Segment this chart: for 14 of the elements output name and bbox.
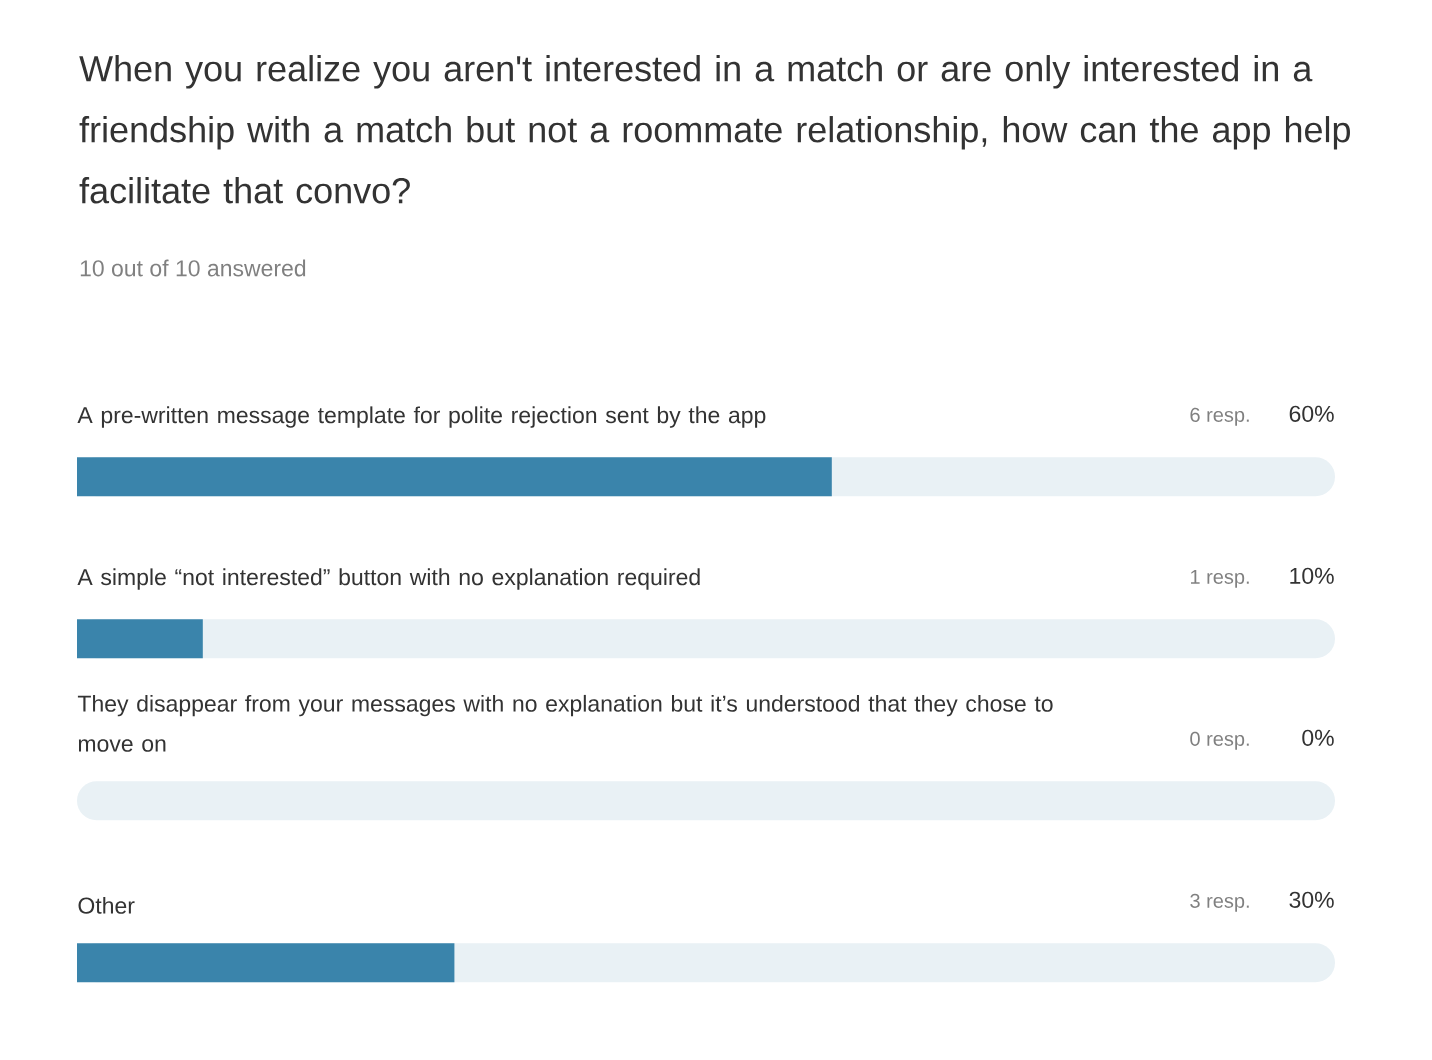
data-label: 0% — [1302, 729, 1334, 746]
data-label: 30% — [1289, 891, 1334, 908]
text: 1 resp. — [1191, 569, 1249, 588]
chart-subtitle: 10 out of 10 answered — [80, 259, 306, 277]
data-label: 60% — [1289, 405, 1334, 422]
data-label: 10% — [1290, 567, 1334, 584]
chart-title: When you realize you aren't interested in a match or are only interested in a friendship with a match but not a roommate relationship, how can the app help facilitate that convo? — [79, 55, 1350, 204]
y-tick-label: They disappear from your messages with no explanation but it’s understood that they chose to move on — [77, 694, 1053, 752]
y-tick-label: A simple “not interested” button with no explanation required — [77, 568, 700, 590]
y-tick-label: A pre-written message template for polite rejection sent by the app — [77, 406, 766, 428]
text: 6 resp. — [1190, 407, 1249, 426]
text: 0 resp. — [1190, 731, 1249, 750]
text: 3 resp. — [1190, 893, 1249, 912]
y-tick-label: Other — [78, 896, 135, 914]
